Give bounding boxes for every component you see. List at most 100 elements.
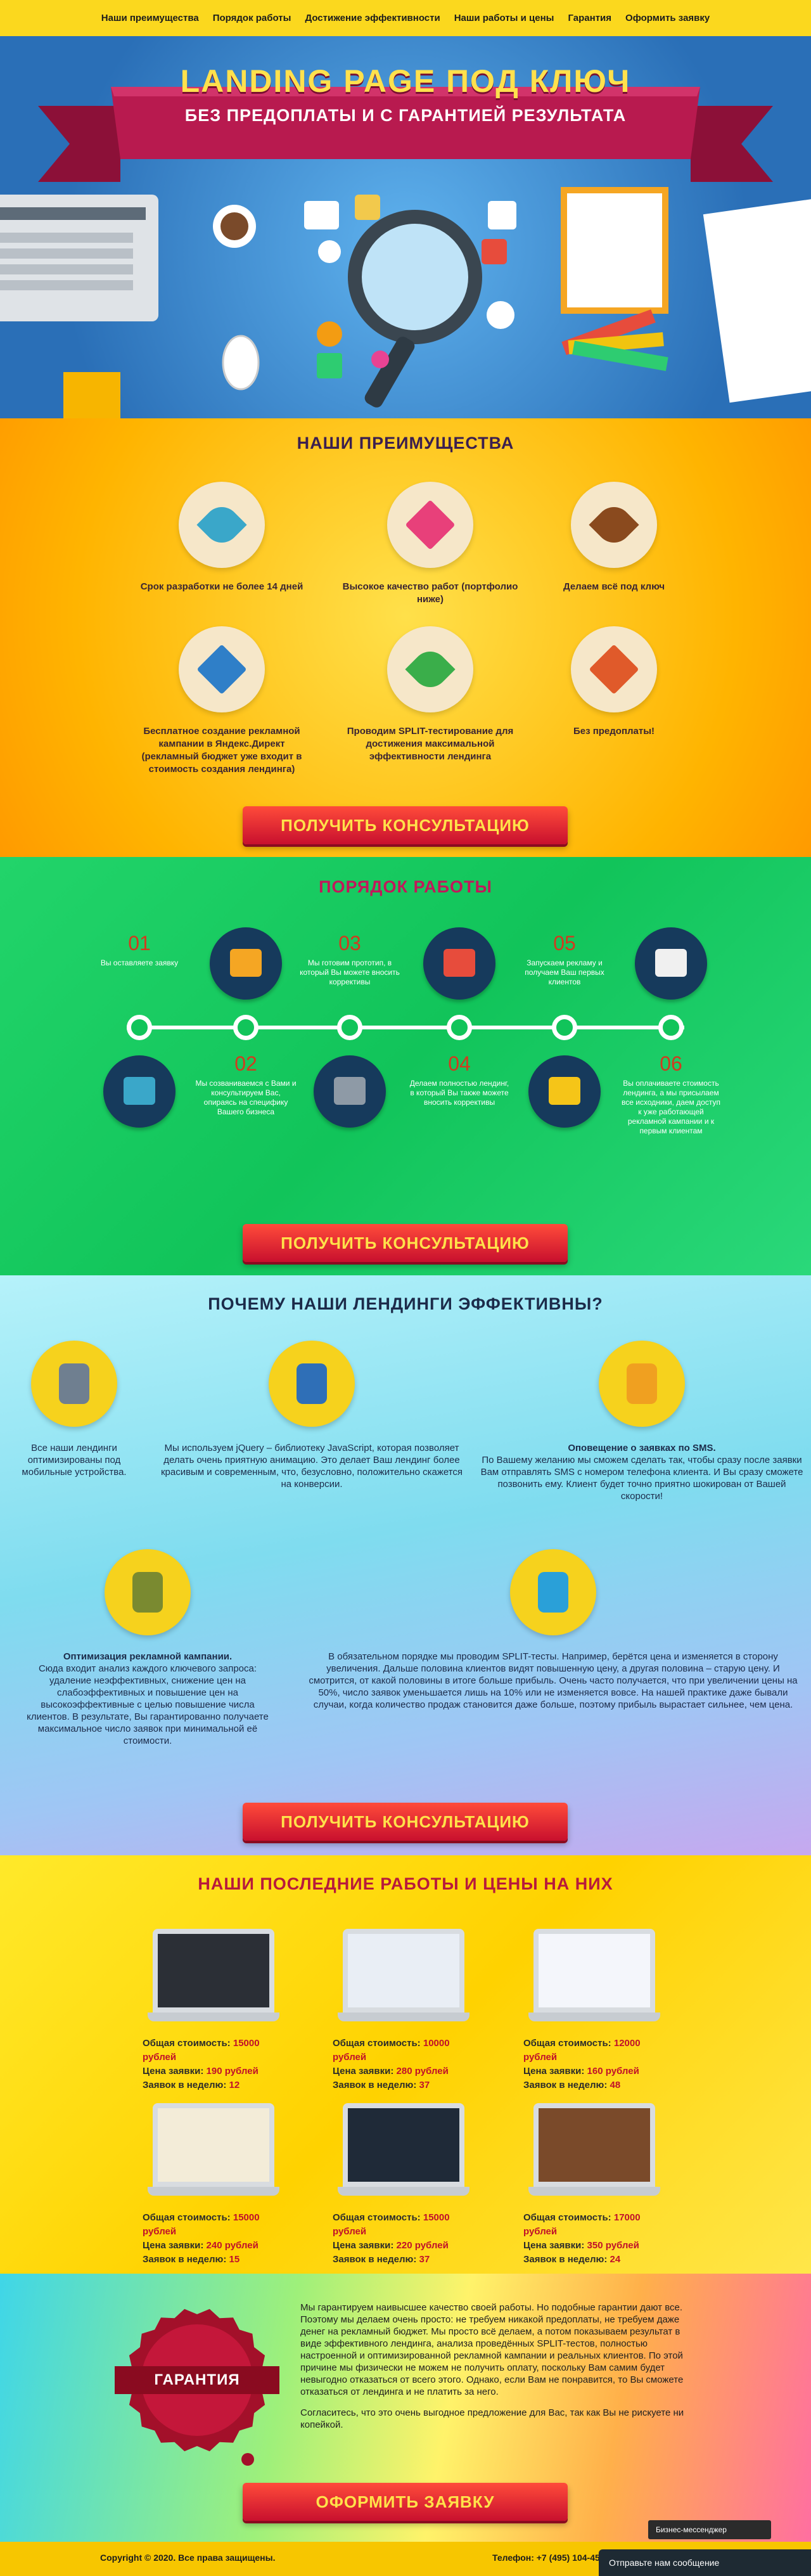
laptop-base	[528, 2187, 660, 2196]
work-row: Общая стоимость: 15000 рублей	[143, 2037, 295, 2064]
phone: Телефон: +7 (495) 104-45-	[492, 2553, 603, 2563]
efficiency-body: Сюда входит анализ каждого ключевого зап…	[27, 1663, 269, 1746]
nav-bar: Наши преимущества Порядок работы Достижени…	[0, 0, 811, 36]
work-info: Общая стоимость: 15000 рублей Цена заявки…	[143, 2037, 295, 2092]
hero-title: LANDING PAGE ПОД КЛЮЧ	[180, 63, 631, 99]
papers	[703, 198, 811, 403]
work-label: Цена заявки:	[333, 2240, 394, 2251]
ribbon-shine	[111, 87, 700, 96]
nav-link[interactable]: Наши работы и цены	[454, 13, 554, 23]
laptop-base	[528, 2012, 660, 2021]
efficiency-text: Оповещение о заявках по SMS. По Вашему же…	[477, 1442, 807, 1502]
work-value: 280 рублей	[396, 2066, 449, 2077]
icon	[132, 1572, 163, 1613]
timeline-node	[658, 1015, 684, 1040]
icon-circle	[599, 1341, 685, 1427]
work-info: Общая стоимость: 17000 рублей Цена заявки…	[523, 2211, 675, 2267]
magnifier-handle	[364, 337, 415, 408]
icon	[405, 644, 456, 695]
icon	[549, 1077, 580, 1105]
icon-circle	[179, 482, 265, 568]
laptop-base	[148, 2012, 279, 2021]
laptop-screen	[348, 1934, 459, 2007]
work-row: Цена заявки: 220 рублей	[333, 2239, 485, 2253]
work-row: Общая стоимость: 17000 рублей	[523, 2211, 675, 2239]
cta-button[interactable]: ОФОРМИТЬ ЗАЯВКУ	[243, 2483, 568, 2521]
timeline	[127, 1026, 684, 1029]
guarantee-paragraph: Мы гарантируем наивысшее качество своей …	[300, 2302, 684, 2397]
ribbon-tail	[691, 106, 773, 182]
step-number: 05	[553, 932, 576, 955]
guarantee-text: Мы гарантируем наивысшее качество своей …	[300, 2302, 696, 2440]
section-title: НАШИ ПОСЛЕДНИЕ РАБОТЫ И ЦЕНЫ НА НИХ	[198, 1874, 613, 1893]
work-row: Общая стоимость: 15000 рублей	[143, 2211, 295, 2239]
efficiency-text: Мы используем jQuery – библиотеку JavaSc…	[160, 1442, 464, 1490]
icon	[59, 1363, 89, 1404]
step-icon	[528, 1055, 601, 1128]
advantages-section: НАШИ ПРЕИМУЩЕСТВА Срок разработки не боле…	[0, 418, 811, 857]
work-label: Заявок в неделю:	[143, 2254, 227, 2265]
laptop	[338, 2103, 469, 2198]
step-text: Вы оставляете заявку	[100, 958, 179, 967]
icon-circle	[31, 1341, 117, 1427]
step-text: Запускаем рекламу и получаем Ваш первых …	[525, 958, 604, 986]
work-value: 160 рублей	[587, 2066, 639, 2077]
step-text: Вы оплачиваете стоимость лендинга, а мы …	[622, 1079, 720, 1135]
cta-button[interactable]: ПОЛУЧИТЬ КОНСУЛЬТАЦИЮ	[243, 1803, 568, 1841]
chat-label[interactable]: Бизнес-мессенджер	[648, 2520, 771, 2539]
advantage-text: Без предоплаты!	[573, 726, 655, 737]
nav-link[interactable]: Достижение эффективности	[305, 13, 440, 23]
efficiency-section: ПОЧЕМУ НАШИ ЛЕНДИНГИ ЭФФЕКТИВНЫ? Все наши…	[0, 1275, 811, 1855]
step-icon	[103, 1055, 176, 1128]
efficiency-text: Все наши лендинги оптимизированы под моб…	[14, 1442, 134, 1478]
step-icon	[635, 927, 707, 1000]
nav-link[interactable]: Оформить заявку	[625, 13, 710, 23]
section-title: ПОРЯДОК РАБОТЫ	[319, 877, 492, 896]
icon	[627, 1363, 657, 1404]
seal-drop	[241, 2453, 254, 2466]
timeline-node	[337, 1015, 362, 1040]
work-info: Общая стоимость: 15000 рублей Цена заявки…	[143, 2211, 295, 2267]
work-row: Заявок в неделю: 37	[333, 2078, 485, 2092]
work-value: 240 рублей	[206, 2240, 259, 2251]
work-value: 15000 рублей	[143, 2212, 260, 2237]
work-label: Общая стоимость:	[143, 2212, 231, 2223]
work-label: Цена заявки:	[523, 2240, 585, 2251]
laptop	[148, 2103, 279, 2198]
work-value: 15000 рублей	[333, 2212, 450, 2237]
work-label: Заявок в неделю:	[333, 2080, 417, 2090]
chat-bar[interactable]: Отправьте нам сообщение	[599, 2549, 811, 2576]
seal-text: ГАРАНТИЯ	[154, 2371, 240, 2388]
efficiency-body: В обязательном порядке мы проводим SPLIT…	[309, 1651, 798, 1710]
icon-circle	[571, 482, 657, 568]
work-label: Цена заявки:	[523, 2066, 585, 2077]
nav-link[interactable]: Наши преимущества	[101, 13, 199, 23]
work-value: 12	[229, 2080, 240, 2090]
mouse	[222, 335, 260, 390]
advantage-text: Срок разработки не более 14 дней	[140, 581, 303, 592]
work-label: Заявок в неделю:	[333, 2254, 417, 2265]
cta-button[interactable]: ПОЛУЧИТЬ КОНСУЛЬТАЦИЮ	[243, 806, 568, 844]
step-icon	[423, 927, 495, 1000]
work-row: Заявок в неделю: 37	[333, 2253, 485, 2267]
work-label: Общая стоимость:	[143, 2038, 231, 2049]
timeline-node	[233, 1015, 259, 1040]
step-icon	[314, 1055, 386, 1128]
hero-art	[0, 87, 811, 418]
laptop-base	[338, 2187, 469, 2196]
seal	[115, 2309, 279, 2466]
section-title: НАШИ ПРЕИМУЩЕСТВА	[297, 434, 514, 453]
laptop-base	[148, 2187, 279, 2196]
ribbon-tail	[38, 106, 120, 182]
work-value: 190 рублей	[206, 2066, 259, 2077]
nav-link[interactable]: Гарантия	[568, 13, 612, 23]
icon-circle	[269, 1341, 355, 1427]
nav-link[interactable]: Порядок работы	[212, 13, 291, 23]
icon	[655, 949, 687, 977]
cta-button[interactable]: ПОЛУЧИТЬ КОНСУЛЬТАЦИЮ	[243, 1224, 568, 1262]
work-info: Общая стоимость: 10000 рублей Цена заявки…	[333, 2037, 485, 2092]
work-row: Общая стоимость: 12000 рублей	[523, 2037, 675, 2064]
step-number: 06	[660, 1052, 682, 1075]
laptop	[338, 1929, 469, 2024]
work-info: Общая стоимость: 12000 рублей Цена заявки…	[523, 2037, 675, 2092]
